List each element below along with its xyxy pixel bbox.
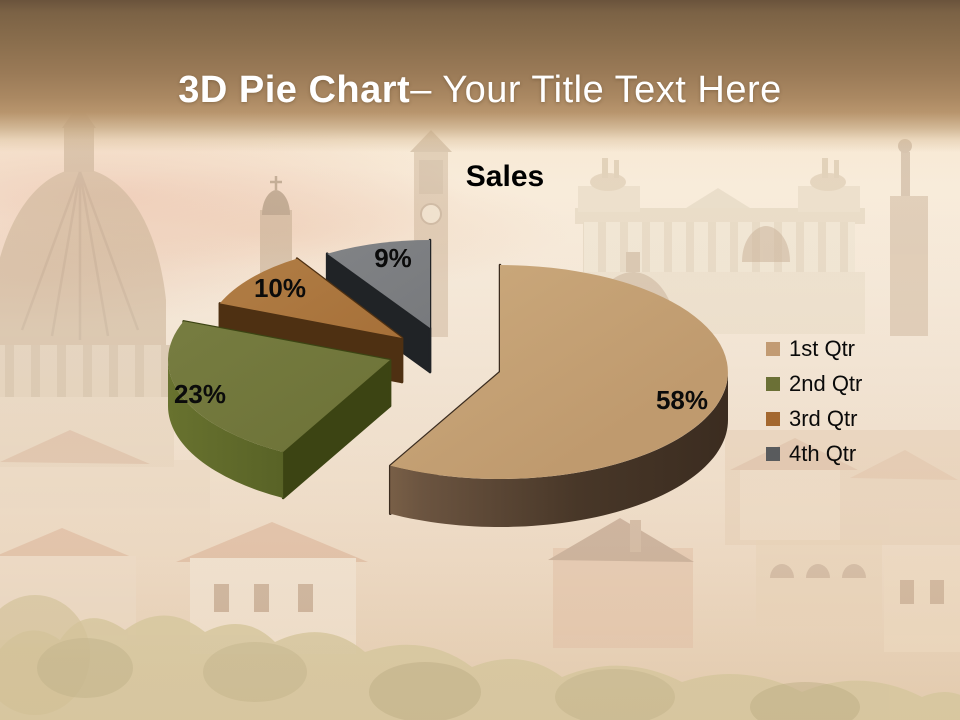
trees [0, 595, 960, 720]
slide-title-bold: 3D Pie Chart [178, 69, 411, 112]
pie-slice-top [167, 321, 390, 452]
slide-title: 3D Pie Chart– Your Title Text Here [0, 69, 960, 111]
legend-item: 2nd Qtr [766, 371, 862, 397]
legend-label: 2nd Qtr [789, 371, 863, 396]
legend-label: 4th Qtr [789, 441, 857, 466]
pie-value-label: 9% [374, 243, 412, 273]
pie-value-label: 23% [174, 379, 226, 409]
pie-slice-top [390, 265, 728, 479]
pie-slice-2nd-qtr [167, 320, 392, 500]
pie-slice-4th-qtr [325, 238, 432, 374]
legend-item: 4th Qtr [766, 441, 862, 467]
legend-swatch-1st-qtr [766, 342, 780, 356]
right-towers [742, 139, 928, 336]
legend-item: 1st Qtr [766, 336, 862, 362]
legend-label: 1st Qtr [789, 336, 856, 361]
left-dome [0, 104, 174, 467]
pie-slice-top [219, 258, 402, 338]
pie-slice-rim [168, 360, 284, 498]
pie-value-label: 10% [254, 273, 306, 303]
legend-swatch-3rd-qtr [766, 412, 780, 426]
slide-title-rest: – Your Title Text Here [410, 69, 782, 112]
pie-slice-1st-qtr [388, 263, 729, 528]
chart-legend: 1st Qtr 2nd Qtr 3rd Qtr 4th Qtr [766, 336, 862, 476]
chart-title: Sales [465, 160, 545, 193]
pie-value-label: 58% [656, 385, 708, 415]
pie-slice-top [327, 240, 430, 328]
legend-swatch-2nd-qtr [766, 377, 780, 391]
legend-swatch-4th-qtr [766, 447, 780, 461]
title-banner: 3D Pie Chart– Your Title Text Here [0, 0, 960, 152]
legend-item: 3rd Qtr [766, 406, 862, 432]
legend-label: 3rd Qtr [789, 406, 858, 431]
pie-slice-rim [390, 372, 729, 528]
